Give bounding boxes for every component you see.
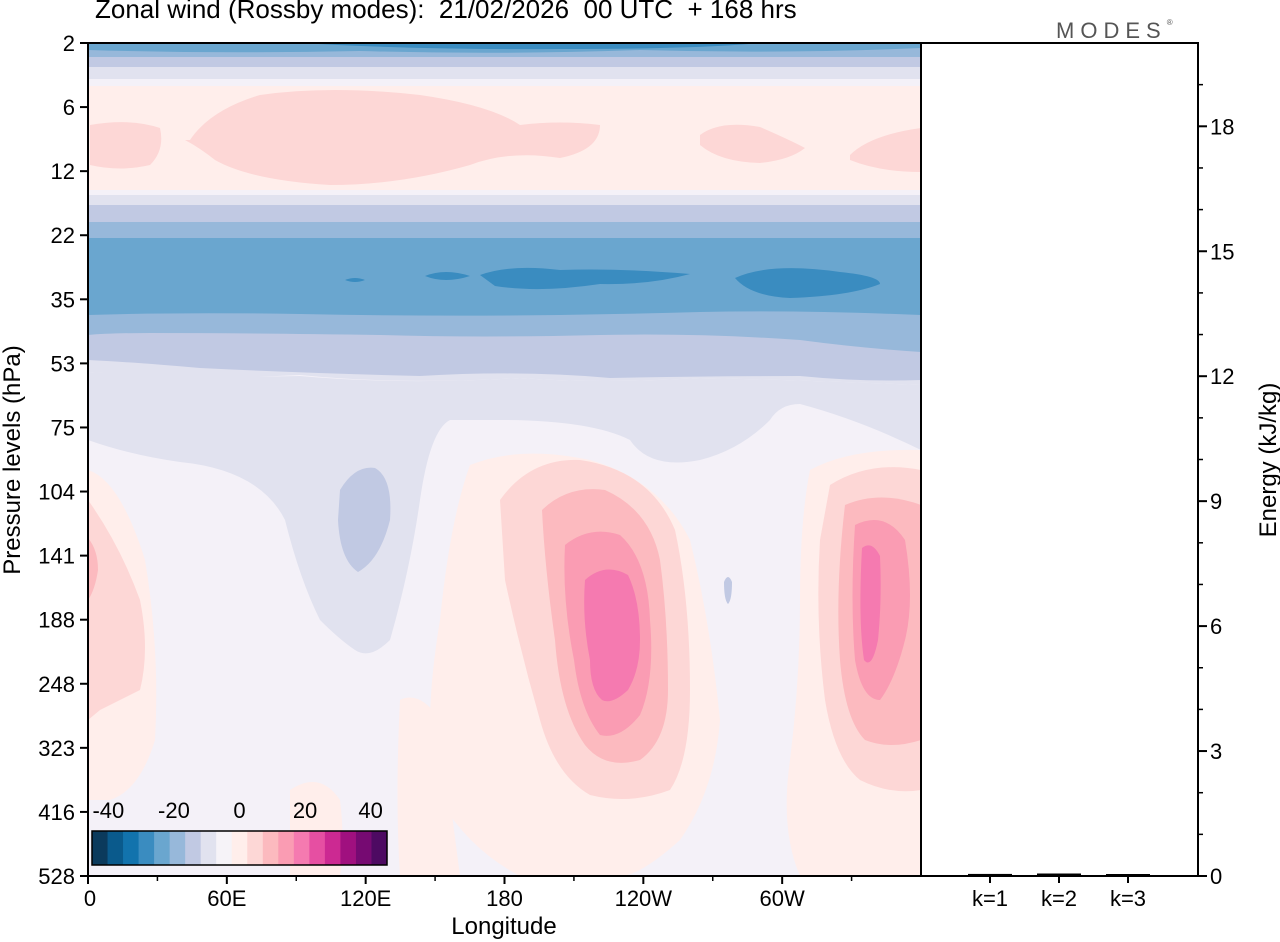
lobe-left-2 — [88, 500, 145, 720]
colorbar-swatch — [138, 831, 155, 865]
blob-neg-small — [724, 577, 732, 604]
x-tick-label: 60W — [760, 886, 805, 911]
colorbar-swatch — [371, 831, 388, 865]
y-tick-label: 188 — [38, 608, 75, 633]
y-tick-label: 22 — [51, 223, 75, 248]
x-tick-label: 180 — [486, 886, 523, 911]
band-neg-5c — [480, 267, 690, 290]
colorbar-swatch — [92, 831, 109, 865]
colorbar-swatch — [355, 831, 372, 865]
energy-tick-label: 0 — [1210, 864, 1222, 889]
colorbar-swatch — [231, 831, 248, 865]
energy-tick-label: 3 — [1210, 739, 1222, 764]
logo-mark: ® — [1166, 18, 1173, 27]
band-neg-5d — [735, 268, 880, 298]
energy-tick-label: 15 — [1210, 239, 1234, 264]
y-tick-label: 12 — [51, 159, 75, 184]
colorbar-swatch — [185, 831, 202, 865]
colorbar-swatch — [340, 831, 357, 865]
colorbar-tick-label: -40 — [92, 798, 124, 823]
energy-tick-label: 6 — [1210, 614, 1222, 639]
energy-category-label: k=2 — [1041, 886, 1077, 911]
x-tick-label: 120E — [340, 886, 391, 911]
y-axis-label: Pressure levels (hPa) — [0, 345, 26, 574]
y-tick-label: 528 — [38, 864, 75, 889]
colorbar-swatch — [309, 831, 326, 865]
y-tick-label: 6 — [63, 95, 75, 120]
x-tick-label: 60E — [207, 886, 246, 911]
blob-pos-upper-3 — [700, 124, 805, 163]
colorbar-swatch — [278, 831, 295, 865]
x-axis-label: Longitude — [451, 913, 556, 940]
energy-tick-label: 18 — [1210, 114, 1234, 139]
y-tick-label: 2 — [63, 31, 75, 56]
colorbar-swatch — [293, 831, 310, 865]
y-tick-label: 248 — [38, 672, 75, 697]
energy-bars: k=1 k=2 k=3 — [968, 873, 1150, 911]
y-tick-label: 75 — [51, 415, 75, 440]
energy-tick-label: 9 — [1210, 489, 1222, 514]
blob-pos-upper-2 — [185, 90, 600, 185]
x-tick-label: 0 — [84, 886, 96, 911]
colorbar-tick-label: 40 — [358, 798, 382, 823]
colorbar-swatch — [123, 831, 140, 865]
blob-pos-upper-1 — [90, 122, 162, 169]
x-tick-label: 120W — [615, 886, 673, 911]
y-tick-label: 35 — [51, 287, 75, 312]
energy-panel-frame — [920, 42, 1199, 877]
y-tick-label: 323 — [38, 736, 75, 761]
colorbar-swatch — [247, 831, 264, 865]
lobe-left-3 — [88, 538, 98, 600]
y-tick-label: 141 — [38, 544, 75, 569]
logo-text: MODES — [1056, 18, 1167, 43]
y-tick-label: 104 — [38, 480, 75, 505]
colorbar-swatch — [216, 831, 233, 865]
band-neg-5a — [345, 278, 365, 282]
band-neg-5b — [425, 272, 470, 280]
energy-tick-label: 12 — [1210, 364, 1234, 389]
lower-pos-1 — [397, 697, 460, 876]
blob-pos-upper-4 — [850, 128, 921, 172]
energy-category-label: k=1 — [972, 886, 1008, 911]
colorbar-swatch — [200, 831, 217, 865]
energy-category-label: k=3 — [1110, 886, 1146, 911]
energy-axis-label: Energy (kJ/kg) — [1255, 383, 1280, 538]
colorbar-swatch — [107, 831, 124, 865]
colorbar-tick-label: 0 — [233, 798, 245, 823]
colorbar-frame — [91, 830, 388, 866]
modes-logo: MODES® — [1056, 18, 1173, 44]
y-tick-label: 416 — [38, 800, 75, 825]
colorbar-swatch — [169, 831, 186, 865]
jet-east-5 — [860, 545, 881, 663]
energy-bar — [968, 873, 1012, 876]
energy-bar — [1106, 874, 1150, 876]
blob-neg-mid — [338, 467, 391, 572]
colorbar-swatch — [154, 831, 171, 865]
colorbar-swatch — [262, 831, 279, 865]
x-axis: 0 60E 120E 180 120W 60W — [84, 876, 853, 911]
colorbar-tick-label: -20 — [158, 798, 190, 823]
jet-central-5 — [584, 569, 640, 702]
colorbar: -40 -20 0 20 40 — [91, 798, 388, 866]
colorbar-swatch — [324, 831, 341, 865]
tongue-neg-1 — [88, 372, 921, 654]
colorbar-tick-label: 20 — [293, 798, 317, 823]
contour-field — [88, 43, 921, 876]
chart-title: Zonal wind (Rossby modes): 21/02/2026 00… — [95, 0, 797, 24]
energy-bar — [1037, 873, 1081, 876]
y-tick-label: 53 — [51, 351, 75, 376]
y-axis-left: 2 6 12 22 35 53 75 104 141 188 248 323 416 528 — [38, 31, 88, 889]
band-top-5 — [300, 43, 760, 50]
energy-axis: 0 3 6 9 12 15 18 — [1198, 83, 1234, 889]
